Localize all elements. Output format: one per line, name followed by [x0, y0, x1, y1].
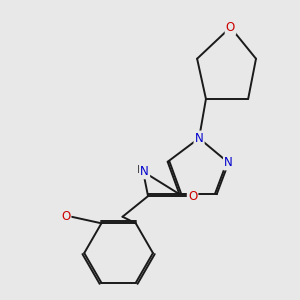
Text: N: N: [140, 165, 149, 178]
Text: O: O: [61, 210, 70, 223]
Text: O: O: [226, 21, 235, 34]
Text: O: O: [188, 190, 197, 202]
Text: N: N: [224, 156, 233, 169]
Text: H: H: [136, 165, 145, 175]
Text: N: N: [195, 132, 203, 145]
